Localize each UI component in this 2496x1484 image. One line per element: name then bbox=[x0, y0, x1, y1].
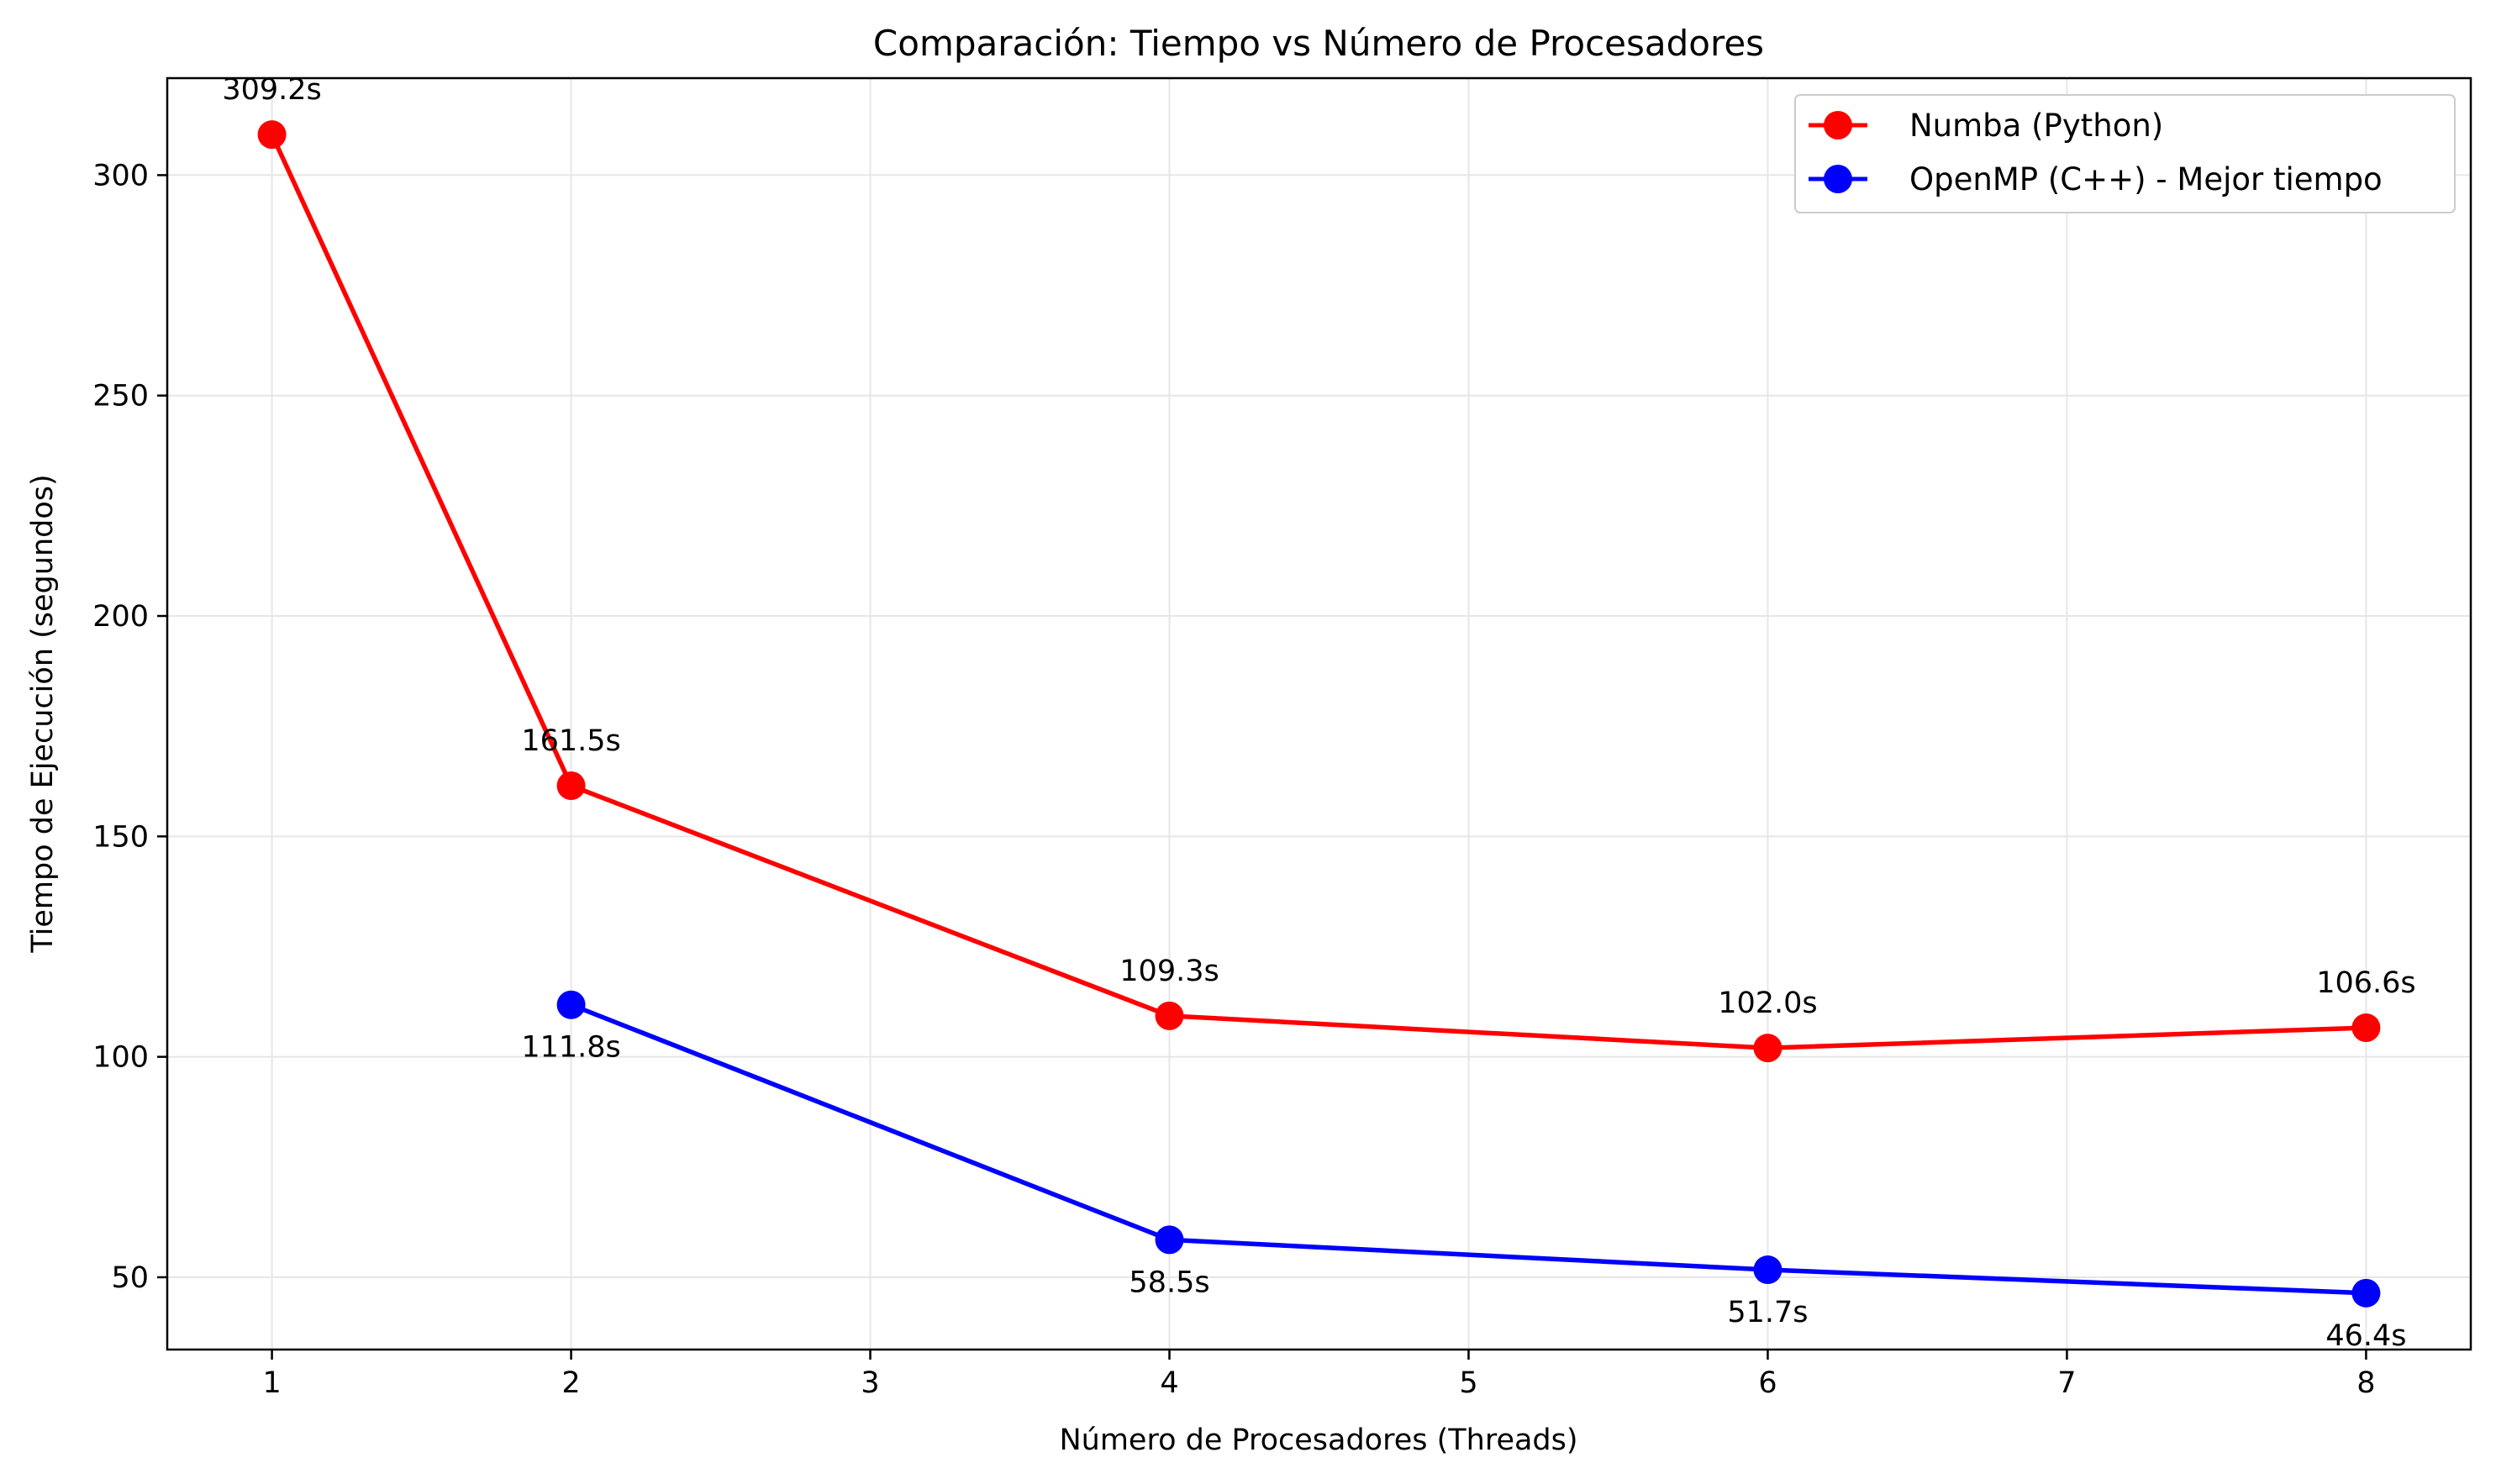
data-label-openmp: 58.5s bbox=[1129, 1266, 1209, 1299]
data-point-numba bbox=[2351, 1013, 2381, 1043]
x-tick-label: 2 bbox=[561, 1366, 580, 1400]
y-axis-label: Tiempo de Ejecución (segundos) bbox=[26, 474, 60, 953]
legend: Numba (Python) OpenMP (C++) - Mejor tiem… bbox=[1794, 94, 2456, 213]
data-label-numba: 161.5s bbox=[521, 724, 620, 758]
x-tick-label: 7 bbox=[2057, 1366, 2076, 1400]
legend-marker-openmp bbox=[1824, 165, 1852, 193]
x-tick-label: 6 bbox=[1758, 1366, 1777, 1400]
legend-label-openmp: OpenMP (C++) - Mejor tiempo bbox=[1909, 161, 2383, 197]
series-layer bbox=[257, 120, 2381, 1308]
data-label-numba: 106.6s bbox=[2316, 966, 2415, 1000]
y-tick-label: 300 bbox=[92, 159, 149, 192]
x-tick-label: 4 bbox=[1160, 1366, 1178, 1400]
data-point-numba bbox=[556, 771, 586, 801]
x-tick-label: 8 bbox=[2356, 1366, 2375, 1400]
y-tick-label: 250 bbox=[92, 380, 149, 413]
y-tick-label: 150 bbox=[92, 820, 149, 854]
data-label-openmp: 111.8s bbox=[521, 1031, 620, 1065]
data-point-numba bbox=[1753, 1034, 1782, 1063]
plot-frame bbox=[166, 76, 2472, 1351]
y-tick-label: 200 bbox=[92, 600, 149, 634]
data-point-openmp bbox=[556, 990, 586, 1019]
data-label-numba: 109.3s bbox=[1119, 955, 1219, 988]
data-point-openmp bbox=[1753, 1255, 1782, 1285]
legend-marker-numba bbox=[1824, 111, 1852, 139]
data-labels: 309.2s161.5s109.3s102.0s106.6s111.8s58.5… bbox=[222, 73, 2415, 1353]
data-label-openmp: 46.4s bbox=[2325, 1319, 2406, 1353]
y-tick-label: 50 bbox=[111, 1261, 149, 1295]
series-line-openmp bbox=[568, 1002, 2369, 1296]
legend-label-numba: Numba (Python) bbox=[1909, 108, 2163, 144]
x-tick-label: 1 bbox=[262, 1366, 281, 1400]
y-tick-label: 100 bbox=[92, 1041, 149, 1075]
x-axis-label: Número de Procesadores (Threads) bbox=[1059, 1423, 1577, 1457]
x-axis-ticks: 1 2 3 4 5 6 7 8 bbox=[262, 1350, 2376, 1400]
x-tick-label: 3 bbox=[861, 1366, 879, 1400]
y-axis-ticks: 50 100 150 200 250 300 bbox=[92, 159, 167, 1295]
data-point-openmp bbox=[2351, 1278, 2381, 1308]
data-label-openmp: 51.7s bbox=[1727, 1296, 1808, 1329]
chart-title: Comparación: Tiempo vs Número de Procesa… bbox=[873, 23, 1764, 64]
data-point-openmp bbox=[1155, 1225, 1184, 1255]
data-point-numba bbox=[1155, 1001, 1184, 1030]
data-label-numba: 102.0s bbox=[1718, 987, 1817, 1020]
data-point-numba bbox=[257, 120, 287, 150]
legend-frame bbox=[1794, 94, 2456, 213]
x-tick-label: 5 bbox=[1459, 1366, 1477, 1400]
